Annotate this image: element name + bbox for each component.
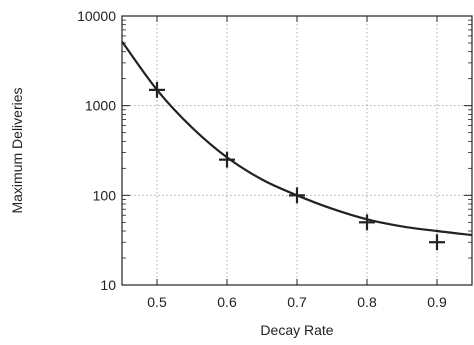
grid — [122, 16, 472, 285]
data-markers — [149, 81, 445, 251]
fit-curve — [122, 40, 472, 237]
y-axis-label: Maximum Deliveries — [9, 87, 25, 213]
data-point-marker — [429, 234, 445, 251]
x-tick-label: 0.8 — [357, 294, 377, 310]
x-tick-labels: 0.5 0.6 0.7 0.8 0.9 — [147, 294, 447, 310]
axis-ticks — [122, 15, 472, 286]
data-point-marker — [219, 151, 235, 168]
x-tick-label: 0.5 — [147, 294, 167, 310]
y-tick-label: 100 — [93, 187, 117, 203]
y-tick-label: 10000 — [77, 8, 116, 24]
data-point-marker — [359, 214, 375, 231]
fit-curve-layer — [122, 40, 472, 237]
x-tick-label: 0.7 — [287, 294, 307, 310]
x-tick-label: 0.6 — [217, 294, 237, 310]
y-tick-label: 10 — [100, 277, 116, 293]
data-point-marker — [149, 81, 165, 98]
data-point-marker — [289, 187, 305, 204]
y-tick-labels: 10 100 1000 10000 — [77, 8, 116, 293]
x-tick-label: 0.9 — [427, 294, 447, 310]
x-axis-label: Decay Rate — [260, 322, 333, 338]
y-tick-label: 1000 — [85, 98, 116, 114]
